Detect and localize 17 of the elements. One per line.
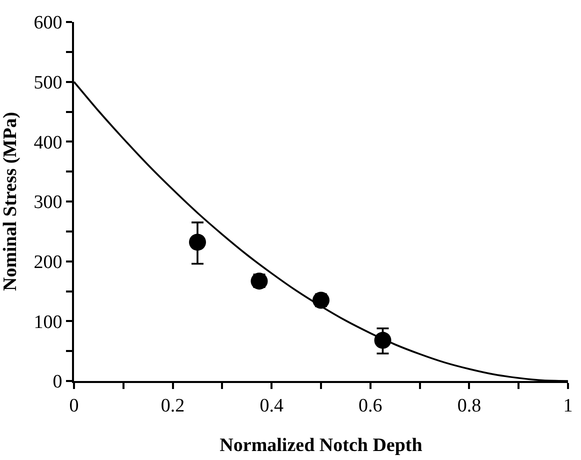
y-tick-label: 600 — [34, 12, 62, 34]
x-tick-label: 0.6 — [358, 396, 382, 417]
y-tick-label: 300 — [34, 192, 62, 214]
x-tick-label: 0.4 — [260, 396, 284, 417]
point — [189, 234, 206, 251]
x-tick-label: 0.2 — [160, 396, 185, 417]
y-tick-label: 100 — [34, 312, 62, 333]
x-tick-label: 1 — [563, 396, 573, 417]
y-axis-title: Nominal Stress (MPa) — [0, 112, 22, 292]
y-tick-label: 500 — [34, 72, 62, 94]
point — [374, 332, 392, 349]
x-axis-title: Normalized Notch Depth — [220, 435, 423, 456]
x-tick-label: 0 — [69, 396, 79, 417]
y-tick-label: 0 — [52, 372, 62, 393]
y-tick-label: 200 — [34, 252, 62, 273]
x-tick-label: 0.8 — [457, 396, 482, 417]
y-tick-label: 400 — [34, 132, 62, 154]
